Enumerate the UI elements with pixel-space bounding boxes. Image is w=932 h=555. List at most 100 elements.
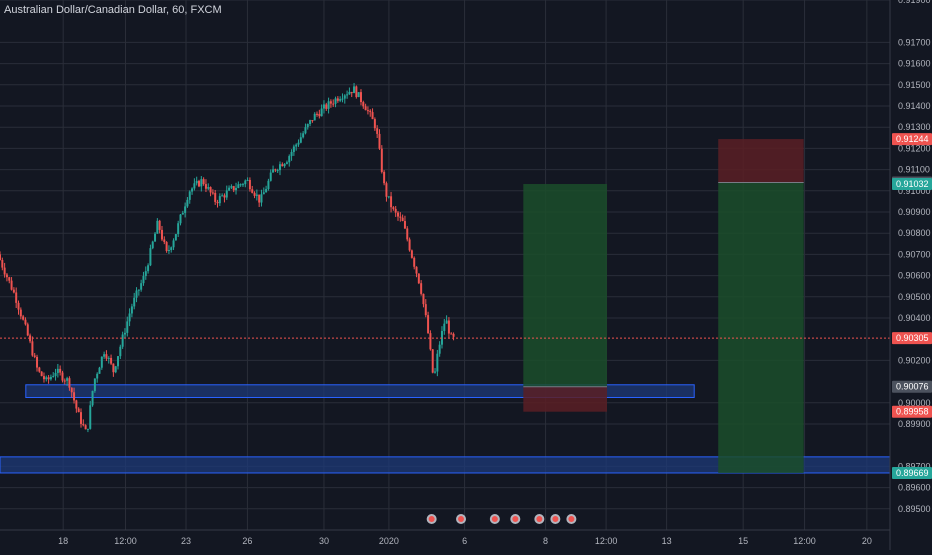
candle-body bbox=[93, 378, 96, 391]
price-tick-label: 0.91300 bbox=[898, 122, 931, 132]
candle-body bbox=[126, 321, 129, 333]
price-tag-bg bbox=[892, 133, 932, 146]
candle-body bbox=[401, 217, 404, 222]
candle-body bbox=[417, 273, 420, 284]
long-position-1-profit-zone[interactable] bbox=[523, 184, 607, 387]
candle-body bbox=[149, 248, 152, 266]
candle-body bbox=[336, 98, 339, 101]
candle-body bbox=[348, 91, 351, 95]
candle-body bbox=[151, 241, 154, 249]
candle-body bbox=[364, 106, 367, 111]
candle-body bbox=[376, 128, 379, 134]
time-tick-label: 12:00 bbox=[595, 536, 618, 546]
candle-body bbox=[170, 247, 173, 251]
candle-body bbox=[31, 341, 34, 356]
candle-body bbox=[225, 190, 228, 198]
candle-body bbox=[366, 110, 369, 112]
candle-body bbox=[373, 119, 376, 129]
candle-body bbox=[304, 127, 307, 134]
price-tag-bg bbox=[892, 466, 932, 479]
candle-body bbox=[195, 180, 198, 184]
candle-body bbox=[167, 250, 170, 252]
candle-body bbox=[137, 289, 140, 291]
candle-body bbox=[188, 191, 191, 200]
candle-body bbox=[316, 113, 319, 115]
candle-body bbox=[3, 267, 6, 275]
candle-body bbox=[15, 292, 18, 303]
price-tick-label: 0.89600 bbox=[898, 483, 931, 493]
candle-body bbox=[445, 320, 448, 324]
candle-body bbox=[232, 186, 235, 191]
candle-body bbox=[8, 277, 11, 281]
candle-body bbox=[297, 142, 300, 145]
candle-body bbox=[369, 110, 372, 113]
time-tick-label: 18 bbox=[58, 536, 68, 546]
long-position-1-loss-zone[interactable] bbox=[523, 386, 607, 412]
candle-body bbox=[179, 214, 182, 224]
event-flag-icon bbox=[428, 516, 435, 522]
time-axis-bg[interactable] bbox=[0, 530, 890, 550]
candle-body bbox=[29, 335, 32, 342]
candle-body bbox=[244, 180, 247, 185]
candle-body bbox=[355, 86, 358, 98]
candle-body bbox=[390, 196, 393, 208]
short-position-2-profit-zone[interactable] bbox=[718, 182, 804, 473]
price-tag-label: 0.90076 bbox=[896, 382, 929, 392]
candle-body bbox=[144, 271, 147, 277]
candle-body bbox=[110, 357, 113, 364]
candle-body bbox=[221, 195, 224, 197]
candle-body bbox=[140, 283, 143, 290]
candle-body bbox=[177, 223, 180, 235]
candle-body bbox=[77, 408, 80, 413]
price-tick-label: 0.91200 bbox=[898, 143, 931, 153]
candle-body bbox=[59, 368, 62, 373]
candle-body bbox=[0, 254, 1, 260]
event-flag-icon bbox=[512, 516, 519, 522]
candle-body bbox=[147, 265, 150, 272]
price-tag-bg bbox=[892, 380, 932, 393]
candle-body bbox=[265, 189, 268, 193]
candle-body bbox=[429, 333, 432, 350]
candle-body bbox=[452, 333, 455, 337]
candle-body bbox=[422, 293, 425, 305]
candle-body bbox=[128, 313, 131, 322]
candle-body bbox=[133, 297, 136, 307]
price-tick-label: 0.91000 bbox=[898, 186, 931, 196]
candle-body bbox=[410, 250, 413, 258]
candle-body bbox=[320, 108, 323, 117]
price-tag-label: 0.89669 bbox=[896, 468, 929, 478]
candle-body bbox=[174, 234, 177, 241]
short-position-2-loss-zone[interactable] bbox=[718, 139, 804, 183]
candle-body bbox=[346, 94, 349, 96]
candle-body bbox=[248, 179, 251, 190]
candle-body bbox=[75, 400, 78, 409]
candle-body bbox=[283, 163, 286, 167]
candle-body bbox=[322, 104, 325, 109]
candle-body bbox=[311, 120, 314, 122]
candle-body bbox=[26, 324, 29, 336]
candle-body bbox=[385, 183, 388, 197]
candle-body bbox=[156, 220, 159, 234]
price-axis-bg[interactable] bbox=[890, 0, 932, 550]
price-tag-bg bbox=[892, 178, 932, 191]
price-tick-label: 0.90000 bbox=[898, 398, 931, 408]
price-tick-label: 0.91900 bbox=[898, 0, 931, 5]
time-tick-label: 8 bbox=[543, 536, 548, 546]
candle-body bbox=[98, 367, 101, 374]
candle-body bbox=[86, 428, 89, 430]
candle-body bbox=[160, 229, 163, 240]
candle-body bbox=[24, 319, 27, 325]
candle-body bbox=[350, 91, 353, 94]
candle-body bbox=[309, 120, 312, 124]
price-tag-label: 0.91244 bbox=[896, 134, 929, 144]
price-tick-label: 0.91400 bbox=[898, 101, 931, 111]
time-tick-label: 12:00 bbox=[114, 536, 137, 546]
event-flag-icon bbox=[458, 516, 465, 522]
candle-body bbox=[228, 187, 231, 191]
candle-body bbox=[191, 188, 194, 192]
candle-body bbox=[357, 92, 360, 98]
candle-body bbox=[295, 144, 298, 147]
price-tick-label: 0.90600 bbox=[898, 271, 931, 281]
